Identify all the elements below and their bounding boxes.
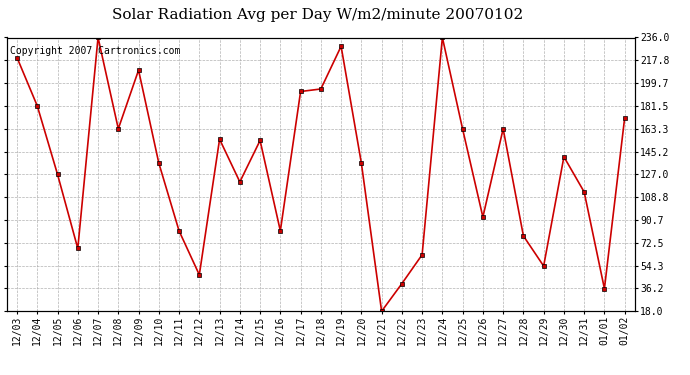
Text: Solar Radiation Avg per Day W/m2/minute 20070102: Solar Radiation Avg per Day W/m2/minute …	[112, 8, 523, 21]
Text: Copyright 2007 Cartronics.com: Copyright 2007 Cartronics.com	[10, 46, 180, 56]
